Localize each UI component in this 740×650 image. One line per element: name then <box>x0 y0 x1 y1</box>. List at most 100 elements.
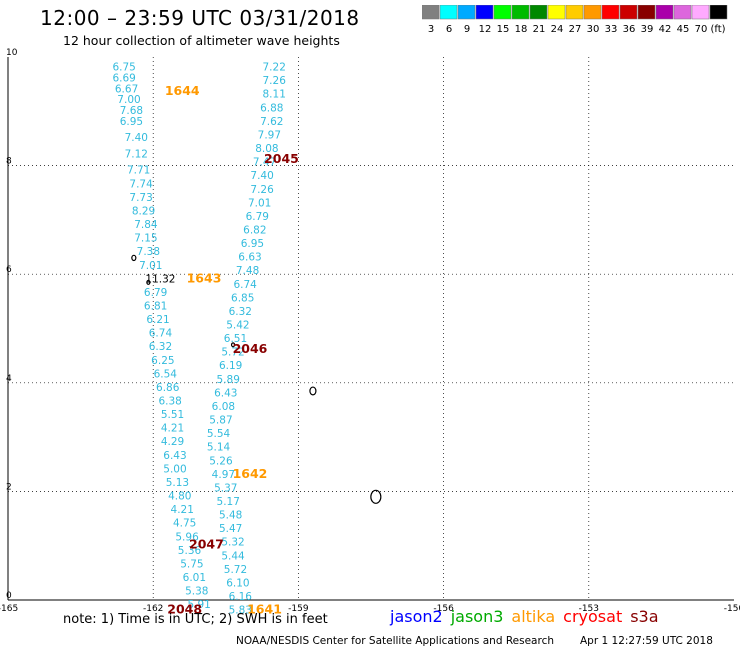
y-tick-label: 8 <box>6 157 12 167</box>
swh-value: 6.95 <box>120 116 143 128</box>
pass-time-label: 1644 <box>165 83 200 98</box>
colorbar-swatch <box>457 5 476 20</box>
swh-value: 5.42 <box>226 320 249 332</box>
swh-value: 4.29 <box>161 436 184 448</box>
legend-jason2: jason2 <box>390 607 443 626</box>
swh-value: 8.08 <box>255 143 278 155</box>
colorbar-swatch <box>655 5 674 20</box>
swh-value: 8.11 <box>263 89 286 101</box>
colorbar-label: 9 <box>464 24 470 35</box>
swh-value: 5.14 <box>207 442 231 454</box>
swh-value: 5.83 <box>229 605 252 617</box>
x-tick-label: -165 <box>0 604 18 614</box>
swh-value: 6.54 <box>154 368 178 380</box>
swh-value: 6.74 <box>149 328 173 340</box>
swh-value: 7.84 <box>134 219 158 231</box>
swh-value: 6.82 <box>243 224 266 236</box>
swh-value: 5.32 <box>221 537 244 549</box>
swh-value: 5.17 <box>217 496 240 508</box>
swh-value: 6.88 <box>260 102 283 114</box>
colorbar-swatch <box>422 5 440 20</box>
colorbar-label: 3 <box>428 24 434 35</box>
swh-value: 7.68 <box>120 105 143 117</box>
swh-value: 7.71 <box>127 165 150 177</box>
swh-value: 5.26 <box>209 455 233 467</box>
colorbar-label: 42 <box>659 24 672 35</box>
swh-value: 5.89 <box>217 374 240 386</box>
wave-height-colorbar: 3 6 9 12 15 18 21 24 27 30 33 36 39 42 45 70 (ft) <box>422 5 728 35</box>
swh-value: 6.63 <box>238 252 261 264</box>
swh-value: 4.97 <box>212 469 235 481</box>
colorbar-swatch <box>673 5 692 20</box>
colorbar-swatch <box>619 5 638 20</box>
colorbar-label: 12 <box>479 24 492 35</box>
swh-value: 7.12 <box>125 148 148 160</box>
swh-value: 7.26 <box>263 75 287 87</box>
colorbar-swatch <box>709 5 728 20</box>
swh-value: 7.26 <box>250 184 274 196</box>
swh-value: 6.19 <box>219 360 242 372</box>
footer-note: note: 1) Time is in UTC; 2) SWH is in fe… <box>63 612 328 627</box>
swh-value: 4.80 <box>168 491 191 503</box>
swh-value: 5.96 <box>175 531 199 543</box>
swh-value: 4.21 <box>171 504 194 516</box>
legend-altika: altika <box>511 607 556 626</box>
pass-time-label: 2045 <box>264 151 299 166</box>
x-tick-label: -150 <box>724 604 740 614</box>
colorbar-swatch <box>691 5 710 20</box>
swh-value: 7.38 <box>137 246 160 258</box>
colorbar-swatch <box>637 5 656 20</box>
swh-value: 5.00 <box>163 463 186 475</box>
swh-value: 8.29 <box>132 205 155 217</box>
swh-value: 6.74 <box>233 279 257 291</box>
swh-value: 6.01 <box>183 572 206 584</box>
swh-value: 7.22 <box>263 62 286 74</box>
colorbar-label: 39 <box>641 24 654 35</box>
colorbar-swatch <box>565 5 584 20</box>
swh-value: 5.48 <box>219 510 242 522</box>
credit-text: NOAA/NESDIS Center for Satellite Applica… <box>236 635 554 647</box>
generation-timestamp: Apr 1 12:27:59 UTC 2018 <box>580 635 713 647</box>
swh-value: 5.51 <box>161 409 184 421</box>
y-tick-label: 0 <box>6 591 12 601</box>
colorbar-label: 18 <box>515 24 528 35</box>
swh-value: 7.62 <box>260 116 283 128</box>
swh-value: 5.44 <box>221 550 245 562</box>
island-outline <box>131 254 137 262</box>
swh-value: 6.69 <box>112 72 135 84</box>
swh-value: 6.67 <box>115 83 138 95</box>
y-tick-label: 10 <box>6 48 18 58</box>
swh-value: 6.81 <box>144 300 167 312</box>
colorbar-label: 30 <box>587 24 600 35</box>
swh-value: 6.32 <box>149 341 172 353</box>
swh-value: 5.87 <box>209 415 232 427</box>
swh-value: 11.32 <box>145 273 175 285</box>
swh-value: 6.10 <box>226 577 249 589</box>
x-tick-label: -153 <box>579 604 599 614</box>
map-title: 12:00 – 23:59 UTC 03/31/2018 <box>40 6 360 30</box>
island-outline <box>370 489 382 504</box>
colorbar-swatch <box>529 5 548 20</box>
colorbar-swatch <box>493 5 512 20</box>
swh-value: 5.13 <box>166 477 189 489</box>
swh-value: 4.21 <box>161 423 184 435</box>
y-tick-label: 2 <box>6 482 12 492</box>
swh-value: 5.36 <box>178 545 202 557</box>
x-tick-label: -162 <box>143 604 163 614</box>
swh-value: 6.21 <box>146 314 169 326</box>
island-outline <box>146 279 151 285</box>
swh-value: 5.72 <box>221 347 244 359</box>
legend-cryosat: cryosat <box>563 607 623 626</box>
swh-value: 7.00 <box>117 94 140 106</box>
swh-value: 7.47 <box>253 157 276 169</box>
colorbar-label: 27 <box>569 24 582 35</box>
swh-value: 4.75 <box>173 518 196 530</box>
colorbar-label: 15 <box>497 24 510 35</box>
legend-jason3: jason3 <box>450 607 504 626</box>
pass-time-label: 1641 <box>247 602 282 617</box>
swh-value: 6.95 <box>241 238 264 250</box>
swh-value: 6.85 <box>231 292 254 304</box>
colorbar-label: 45 <box>677 24 690 35</box>
swh-value: 7.40 <box>250 170 273 182</box>
